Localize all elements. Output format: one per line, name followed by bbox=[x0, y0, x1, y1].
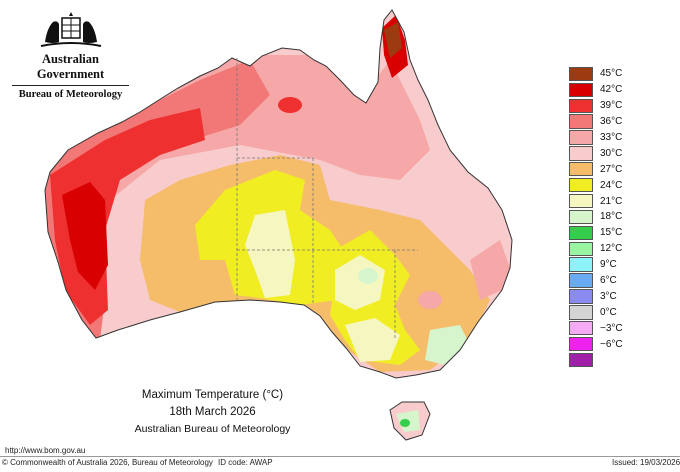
legend-item: 18°C bbox=[569, 209, 639, 225]
copyright-text: © Commonwealth of Australia 2026, Bureau… bbox=[2, 458, 213, 467]
legend-label: 15°C bbox=[600, 227, 623, 239]
legend-label: 12°C bbox=[600, 243, 623, 255]
legend-swatch bbox=[569, 162, 593, 177]
legend-label: 18°C bbox=[600, 211, 623, 223]
legend-item bbox=[569, 352, 639, 368]
legend-item: 36°C bbox=[569, 114, 639, 130]
legend-label: 24°C bbox=[600, 179, 623, 191]
legend-swatch bbox=[569, 177, 593, 193]
id-code: ID code: AWAP bbox=[218, 458, 273, 467]
temperature-legend: 45°C 42°C 39°C 36°C 33°C 30°C 27°C 24°C 21°C 18°C… bbox=[569, 66, 639, 368]
legend-item: 33°C bbox=[569, 130, 639, 146]
issued-date: Issued: 19/03/2026 bbox=[612, 458, 680, 467]
legend-swatch bbox=[569, 66, 593, 82]
legend-label: −3°C bbox=[600, 322, 623, 334]
map-date: 18th March 2026 bbox=[169, 406, 256, 418]
legend-item: 21°C bbox=[569, 193, 639, 209]
legend-swatch bbox=[569, 289, 593, 304]
legend-swatch bbox=[569, 241, 593, 256]
government-logo[interactable]: Australian Government Bureau of Meteorol… bbox=[8, 10, 133, 100]
government-name: Australian Government bbox=[36, 52, 105, 81]
legend-label: −6°C bbox=[600, 338, 623, 350]
legend-item: 24°C bbox=[569, 177, 639, 193]
legend-swatch bbox=[569, 130, 593, 145]
legend-swatch bbox=[569, 257, 593, 272]
legend-item: 0°C bbox=[569, 304, 639, 320]
legend-item: 42°C bbox=[569, 82, 639, 98]
legend-swatch bbox=[569, 321, 593, 336]
legend-swatch bbox=[569, 209, 593, 225]
legend-item: −6°C bbox=[569, 336, 639, 352]
legend-swatch bbox=[569, 82, 593, 98]
legend-label: 27°C bbox=[600, 163, 623, 175]
map-title: Maximum Temperature (°C) bbox=[141, 389, 284, 401]
legend-item: 27°C bbox=[569, 161, 639, 177]
legend-swatch bbox=[569, 336, 593, 352]
logo-divider bbox=[12, 85, 129, 86]
legend-swatch bbox=[569, 305, 593, 320]
legend-label: 21°C bbox=[600, 195, 623, 207]
legend-item: 6°C bbox=[569, 273, 639, 289]
coat-of-arms-icon bbox=[40, 12, 101, 47]
legend-item: 3°C bbox=[569, 288, 639, 304]
legend-item: 15°C bbox=[569, 225, 639, 241]
legend-label: 6°C bbox=[600, 275, 617, 287]
legend-label: 33°C bbox=[600, 132, 623, 143]
legend-swatch bbox=[569, 225, 593, 241]
legend-label: 30°C bbox=[600, 147, 623, 159]
legend-label: 39°C bbox=[600, 100, 623, 112]
map-source: Australian Bureau of Meteorology bbox=[134, 423, 291, 435]
legend-swatch bbox=[569, 146, 593, 161]
legend-swatch bbox=[569, 352, 593, 368]
legend-item: 30°C bbox=[569, 145, 639, 161]
legend-swatch bbox=[569, 193, 593, 209]
legend-swatch bbox=[569, 114, 593, 129]
legend-item: 45°C bbox=[569, 66, 639, 82]
legend-item: 12°C bbox=[569, 241, 639, 257]
legend-item: −3°C bbox=[569, 320, 639, 336]
bureau-name: Bureau of Meteorology bbox=[18, 89, 123, 100]
legend-swatch bbox=[569, 273, 593, 288]
legend-label: 0°C bbox=[600, 306, 617, 318]
footer-divider bbox=[0, 456, 680, 457]
legend-label: 45°C bbox=[600, 68, 623, 80]
legend-swatch bbox=[569, 98, 593, 113]
bom-link[interactable]: http://www.bom.gov.au bbox=[5, 446, 86, 455]
legend-label: 42°C bbox=[600, 84, 623, 96]
legend-item: 39°C bbox=[569, 98, 639, 114]
legend-label: 9°C bbox=[600, 259, 617, 271]
legend-label: 36°C bbox=[600, 116, 623, 128]
legend-item: 9°C bbox=[569, 257, 639, 273]
legend-label: 3°C bbox=[600, 290, 617, 302]
map-title-block: Maximum Temperature (°C) 18th March 2026… bbox=[120, 387, 305, 438]
